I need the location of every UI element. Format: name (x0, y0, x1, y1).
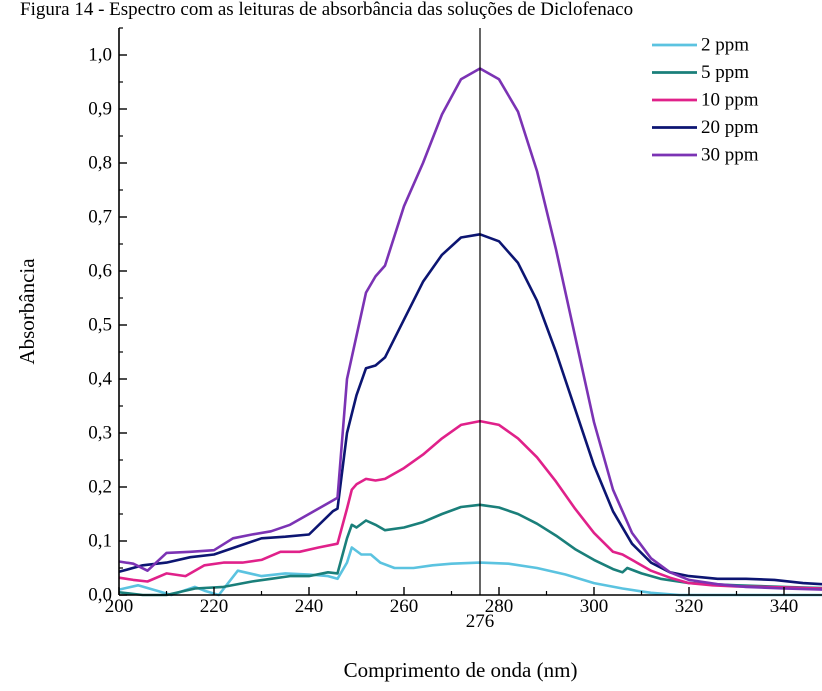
legend-label: 2 ppm (701, 35, 749, 56)
series-line-30-ppm (118, 67, 822, 591)
x-tick-label: 340 (770, 596, 799, 617)
legend-label: 10 ppm (701, 90, 759, 111)
y-tick-label: 0,4 (88, 369, 112, 390)
x-tick-label: 220 (200, 596, 229, 617)
y-tick-label: 0,9 (88, 99, 112, 120)
axes: 200 220 240 260 280 300 320 340 276 0,0 0,1 0,2 0,3 0… (88, 27, 822, 632)
figure-caption: Figura 14 - Espectro com as leituras de … (20, 0, 633, 20)
y-tick-label: 0,0 (88, 585, 112, 606)
x-tick-label: 200 (105, 596, 134, 617)
x-tick-label: 280 (485, 596, 514, 617)
marker-tick-label: 276 (466, 611, 495, 632)
x-tick-label: 300 (580, 596, 609, 617)
y-tick-label: 0,1 (88, 531, 112, 552)
x-tick-label: 240 (295, 596, 324, 617)
y-tick-label: 0,2 (88, 477, 112, 498)
y-axis-label: Absorbância (15, 258, 39, 365)
x-axis-label: Comprimento de onda (nm) (344, 658, 578, 682)
legend-label: 20 ppm (701, 117, 759, 138)
plot-area (118, 28, 822, 597)
series-line-2-ppm (118, 546, 822, 597)
y-tick-label: 0,6 (88, 261, 112, 282)
y-tick-label: 1,0 (88, 45, 112, 66)
series-line-5-ppm (118, 503, 822, 597)
series-line-20-ppm (118, 233, 822, 586)
y-tick-label: 0,7 (88, 207, 112, 228)
x-tick-label: 320 (675, 596, 704, 617)
legend-label: 5 ppm (701, 62, 749, 83)
y-tick-label: 0,3 (88, 423, 112, 444)
legend-label: 30 ppm (701, 145, 759, 166)
legend: 2 ppm 5 ppm 10 ppm 20 ppm 30 ppm (652, 35, 759, 166)
y-tick-label: 0,5 (88, 315, 112, 336)
x-tick-label: 260 (390, 596, 419, 617)
y-tick-label: 0,8 (88, 153, 112, 174)
series-line-10-ppm (118, 419, 822, 590)
